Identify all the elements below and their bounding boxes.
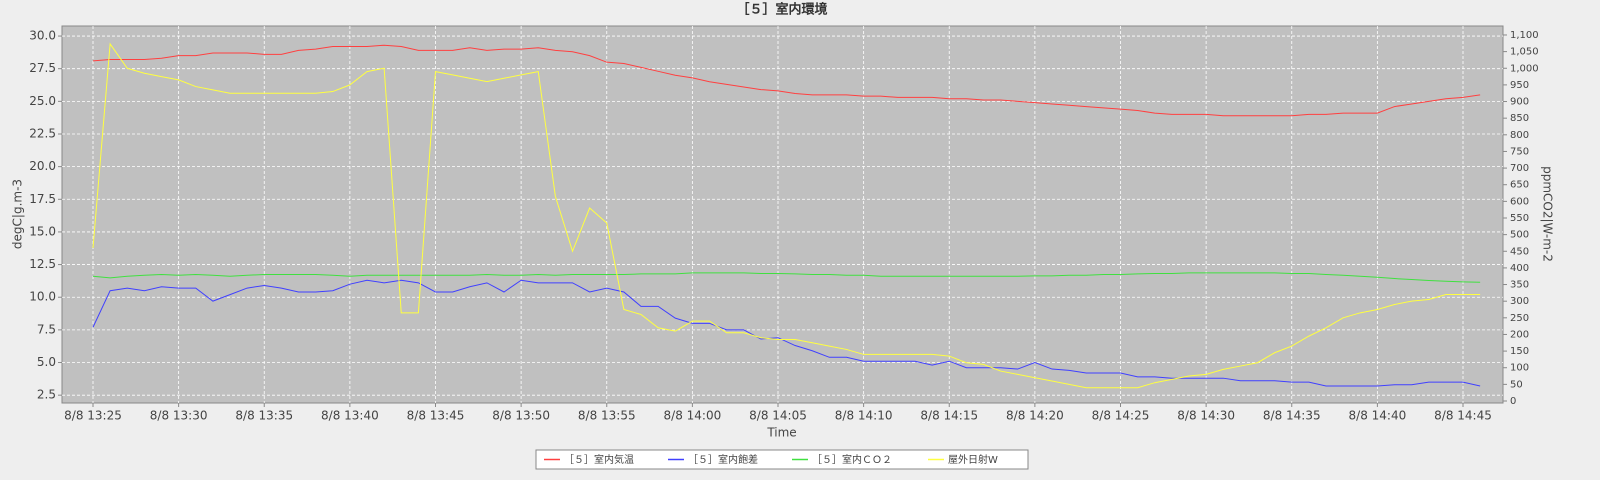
y-tick-label: 10.0 <box>29 290 56 304</box>
y2-tick-label: 1,000 <box>1510 63 1539 74</box>
y-axis-label: degC|g.m-3 <box>11 179 25 249</box>
y-tick-label: 7.5 <box>37 322 56 336</box>
x-tick-label: 8/8 13:35 <box>235 409 293 423</box>
y-tick-label: 30.0 <box>29 29 56 43</box>
y-tick-label: 12.5 <box>29 257 56 271</box>
x-tick-label: 8/8 14:20 <box>1006 409 1064 423</box>
y-tick-label: 5.0 <box>37 355 56 369</box>
series-line <box>92 42 1481 389</box>
y-tick-label: 27.5 <box>29 61 56 75</box>
y2-tick-label: 400 <box>1510 263 1529 274</box>
x-tick-label: 8/8 14:05 <box>749 409 807 423</box>
x-tick-label: 8/8 13:40 <box>321 409 379 423</box>
series-line <box>92 272 1481 283</box>
y2-tick-label: 100 <box>1510 363 1529 374</box>
series-line <box>92 44 1481 117</box>
chart-title: ［５］室内環境 <box>736 2 827 18</box>
legend-label: ［５］室内ＣＯ２ <box>812 453 892 466</box>
plot-area <box>61 25 1504 404</box>
y2-tick-label: 50 <box>1510 379 1523 390</box>
y2-tick-label: 550 <box>1510 213 1529 224</box>
y-tick-label: 25.0 <box>29 94 56 108</box>
y2-tick-label: 1,050 <box>1510 47 1539 58</box>
y2-axis-label: ppmCO2|W-m-2 <box>1541 166 1555 262</box>
x-tick-label: 8/8 13:55 <box>578 409 636 423</box>
x-tick-label: 8/8 14:45 <box>1434 409 1492 423</box>
y2-tick-label: 750 <box>1510 146 1529 157</box>
y2-tick-label: 450 <box>1510 246 1529 257</box>
y-tick-label: 22.5 <box>29 126 56 140</box>
y2-tick-label: 800 <box>1510 130 1529 141</box>
y2-tick-label: 150 <box>1510 346 1529 357</box>
x-tick-label: 8/8 14:35 <box>1263 409 1321 423</box>
x-tick-label: 8/8 13:45 <box>407 409 465 423</box>
y2-tick-label: 700 <box>1510 163 1529 174</box>
y2-tick-label: 200 <box>1510 329 1529 340</box>
y2-tick-label: 250 <box>1510 313 1529 324</box>
y2-tick-label: 1,100 <box>1510 30 1539 41</box>
y2-tick-label: 900 <box>1510 97 1529 108</box>
y-tick-label: 20.0 <box>29 159 56 173</box>
y-tick-label: 2.5 <box>37 388 56 402</box>
x-tick-label: 8/8 14:30 <box>1177 409 1235 423</box>
y2-tick-label: 0 <box>1510 396 1516 407</box>
y2-tick-label: 500 <box>1510 230 1529 241</box>
x-tick-label: 8/8 14:00 <box>664 409 722 423</box>
legend-label: ［５］室内飽差 <box>688 453 758 466</box>
y2-tick-label: 600 <box>1510 196 1529 207</box>
x-tick-label: 8/8 13:30 <box>150 409 208 423</box>
x-axis-label: Time <box>766 426 796 440</box>
series-line <box>92 279 1481 387</box>
x-tick-label: 8/8 13:25 <box>64 409 122 423</box>
y2-tick-label: 350 <box>1510 280 1529 291</box>
x-tick-label: 8/8 14:10 <box>835 409 893 423</box>
x-tick-label: 8/8 13:50 <box>492 409 550 423</box>
x-tick-label: 8/8 14:15 <box>920 409 978 423</box>
y2-tick-label: 850 <box>1510 113 1529 124</box>
x-tick-label: 8/8 14:25 <box>1092 409 1150 423</box>
legend-label: ［５］室内気温 <box>564 453 634 466</box>
y2-tick-label: 650 <box>1510 180 1529 191</box>
y2-tick-label: 950 <box>1510 80 1529 91</box>
y-tick-label: 17.5 <box>29 192 56 206</box>
legend-box <box>535 449 1029 470</box>
x-tick-label: 8/8 14:40 <box>1349 409 1407 423</box>
y2-tick-label: 300 <box>1510 296 1529 307</box>
legend-label: 屋外日射W <box>948 454 998 466</box>
y-tick-label: 15.0 <box>29 224 56 238</box>
